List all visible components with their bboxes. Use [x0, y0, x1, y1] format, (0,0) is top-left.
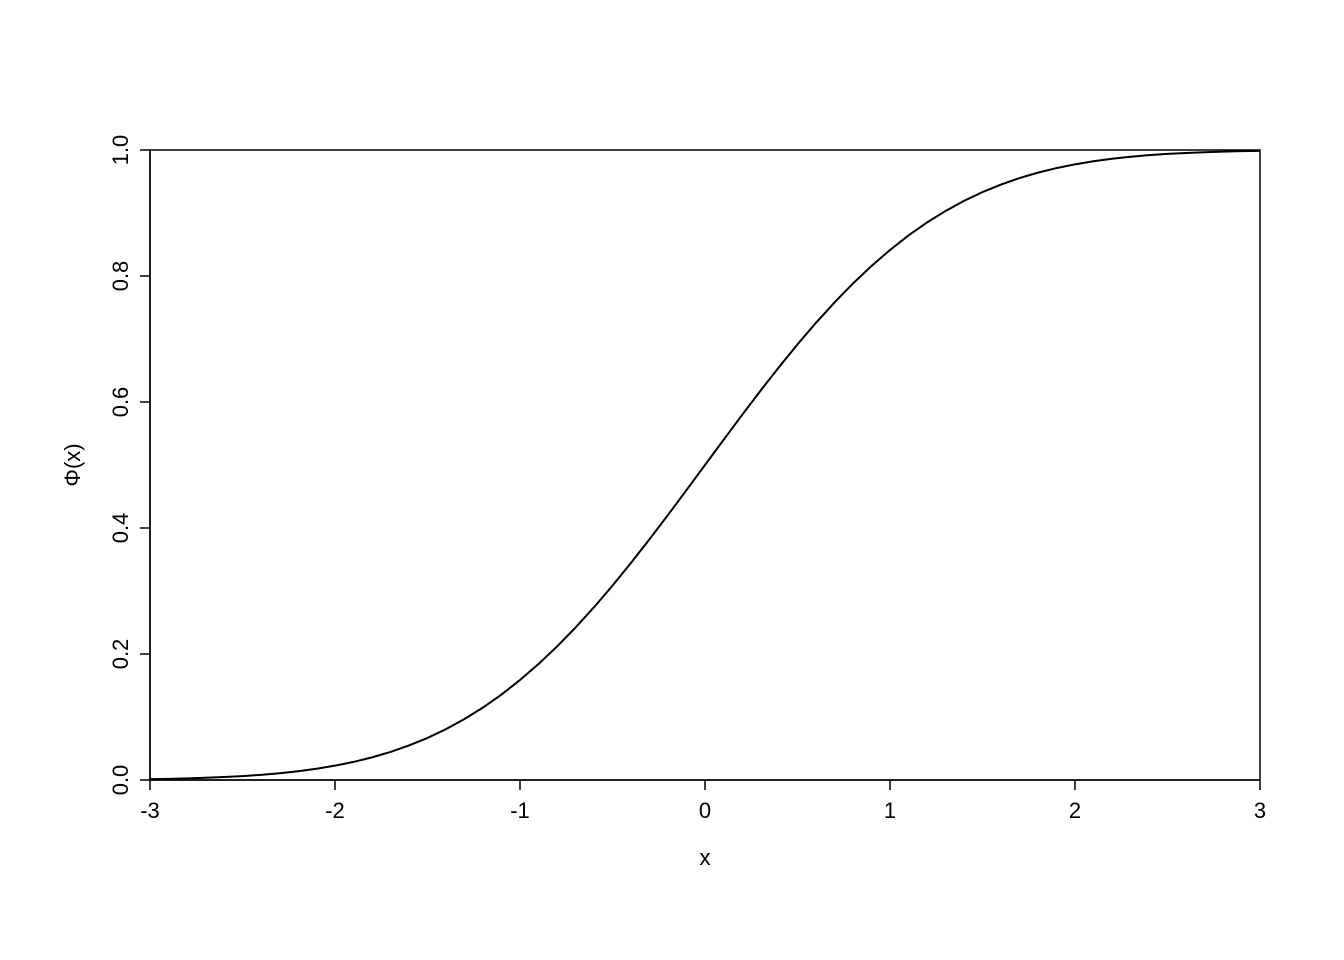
y-tick-label: 0.8	[108, 261, 133, 292]
x-tick-label: -1	[510, 798, 530, 823]
x-tick-label: 3	[1254, 798, 1266, 823]
y-tick-label: 0.0	[108, 765, 133, 796]
x-tick-label: -3	[140, 798, 160, 823]
cdf-chart: -3 -2 -1 0 1 2 3 x 0.0 0.2 0.4 0.6 0.8 1.0 Φ(x)	[0, 0, 1344, 960]
y-tick-label: 0.6	[108, 387, 133, 418]
x-axis-title: x	[700, 845, 711, 870]
y-tick-label: 1.0	[108, 135, 133, 166]
x-tick-label: 0	[699, 798, 711, 823]
y-tick-label: 0.2	[108, 639, 133, 670]
x-tick-label: 1	[884, 798, 896, 823]
series-curve	[150, 151, 1260, 779]
y-axis-title: Φ(x)	[60, 443, 85, 486]
x-tick-label: -2	[325, 798, 345, 823]
x-tick-label: 2	[1069, 798, 1081, 823]
y-tick-label: 0.4	[108, 513, 133, 544]
